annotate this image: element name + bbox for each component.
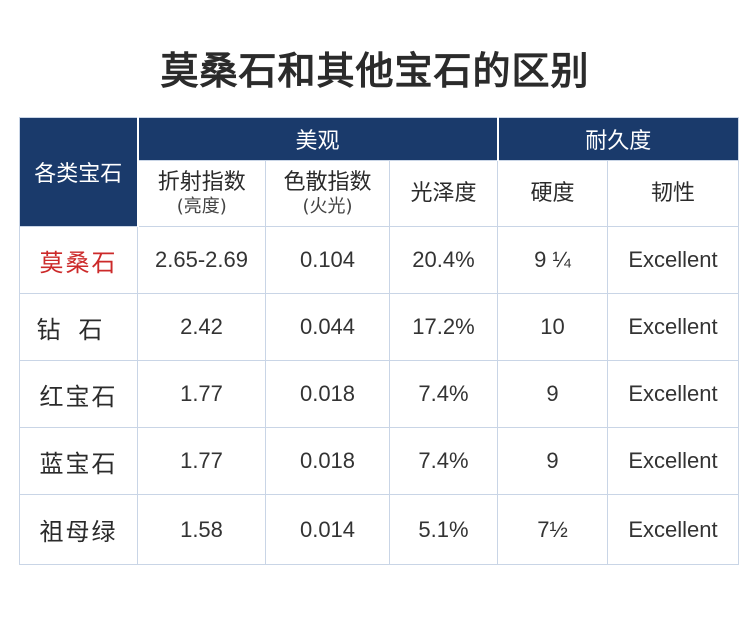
- dispersion-value: 0.018: [265, 427, 390, 495]
- page-title: 莫桑石和其他宝石的区别: [160, 49, 590, 93]
- table-row: 祖母绿 1.58 0.014 5.1% 7½ Excellent: [19, 494, 739, 565]
- header-dispersion: 色散指数 (火光): [265, 160, 390, 227]
- luster-value: 20.4%: [389, 226, 498, 294]
- toughness-value: Excellent: [607, 427, 739, 495]
- luster-value: 7.4%: [389, 360, 498, 428]
- toughness-value: Excellent: [607, 494, 739, 565]
- table-row: 蓝宝石 1.77 0.018 7.4% 9 Excellent: [19, 427, 739, 495]
- refraction-value: 2.42: [137, 293, 266, 361]
- table-row: 钻石 2.42 0.044 17.2% 10 Excellent: [19, 293, 739, 361]
- dispersion-value: 0.044: [265, 293, 390, 361]
- hardness-value: 7½: [497, 494, 608, 565]
- hardness-value: 9: [497, 427, 608, 495]
- refraction-value: 1.77: [137, 360, 266, 428]
- refraction-value: 2.65-2.69: [137, 226, 266, 294]
- gem-comparison-table: 各类宝石 美观 耐久度 折射指数 (亮度) 色散指数 (火光) 光泽度 硬度 韧…: [19, 117, 739, 565]
- gem-name: 祖母绿: [19, 494, 138, 565]
- header-group-durability: 耐久度: [497, 117, 739, 161]
- header-group-beauty: 美观: [137, 117, 499, 161]
- table-row: 莫桑石 2.65-2.69 0.104 20.4% 9 ¼ Excellent: [19, 226, 739, 294]
- gem-name: 红宝石: [19, 360, 138, 428]
- header-gem-type: 各类宝石: [19, 117, 139, 227]
- header-refraction: 折射指数 (亮度): [137, 160, 266, 227]
- luster-value: 17.2%: [389, 293, 498, 361]
- luster-value: 5.1%: [389, 494, 498, 565]
- toughness-value: Excellent: [607, 226, 739, 294]
- refraction-value: 1.77: [137, 427, 266, 495]
- header-dispersion-label: 色散指数: [283, 169, 372, 195]
- header-hardness: 硬度: [497, 160, 608, 227]
- header-refraction-label: 折射指数: [157, 169, 246, 195]
- dispersion-value: 0.104: [265, 226, 390, 294]
- toughness-value: Excellent: [607, 360, 739, 428]
- gem-name: 莫桑石: [19, 226, 138, 294]
- header-toughness: 韧性: [607, 160, 739, 227]
- gem-name: 钻石: [19, 293, 138, 361]
- luster-value: 7.4%: [389, 427, 498, 495]
- header-luster: 光泽度: [389, 160, 498, 227]
- refraction-value: 1.58: [137, 494, 266, 565]
- gem-name: 蓝宝石: [19, 427, 138, 495]
- header-dispersion-sub: (火光): [302, 195, 353, 217]
- toughness-value: Excellent: [607, 293, 739, 361]
- hardness-value: 10: [497, 293, 608, 361]
- dispersion-value: 0.014: [265, 494, 390, 565]
- hardness-value: 9 ¼: [497, 226, 608, 294]
- header-refraction-sub: (亮度): [176, 195, 227, 217]
- hardness-value: 9: [497, 360, 608, 428]
- dispersion-value: 0.018: [265, 360, 390, 428]
- table-row: 红宝石 1.77 0.018 7.4% 9 Excellent: [19, 360, 739, 428]
